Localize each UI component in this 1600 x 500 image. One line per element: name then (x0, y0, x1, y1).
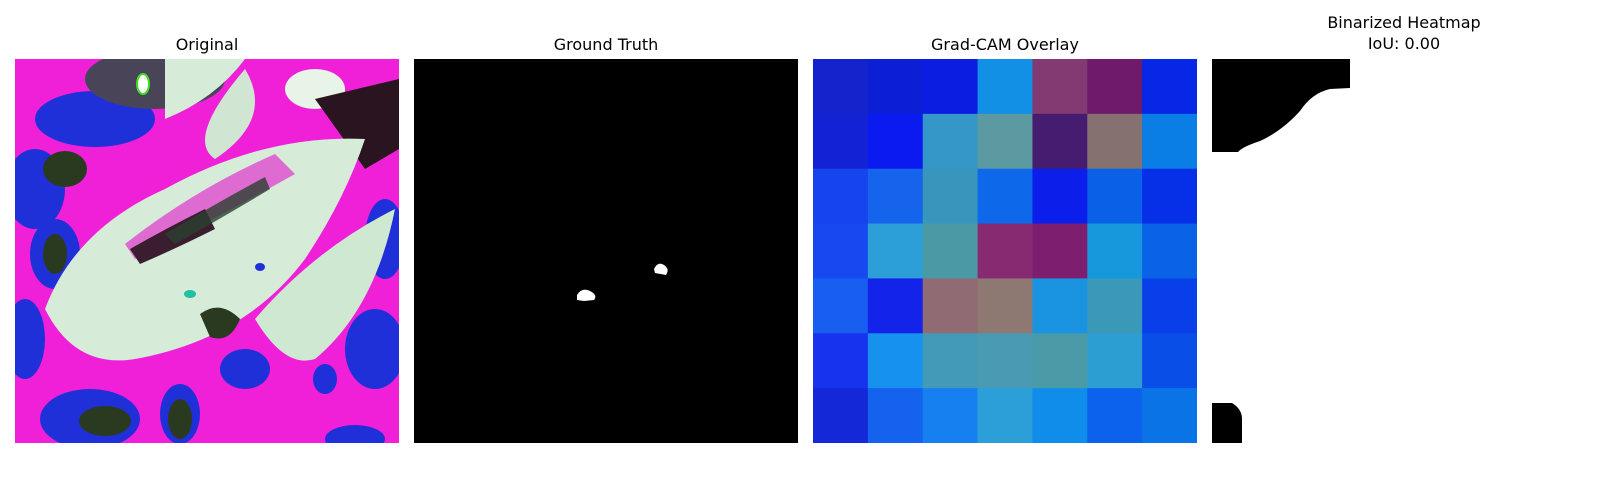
gradcam-title: Grad-CAM Overlay (931, 35, 1079, 54)
gradcam-cell-r4-c4 (1032, 278, 1088, 334)
mask-region-2 (577, 289, 596, 301)
mask-region-1 (654, 263, 668, 275)
gradcam-cell-r5-c5 (1087, 333, 1143, 389)
gradcam-cell-r2-c3 (977, 168, 1033, 225)
ground-truth-title: Ground Truth (553, 35, 659, 54)
gradcam-cell-r5-c4 (1032, 333, 1088, 389)
gradcam-cell-r1-c4 (1032, 113, 1088, 170)
gradcam-cell-r3-c6 (1142, 223, 1197, 279)
gradcam-cell-r4-c3 (977, 278, 1033, 334)
gradcam-cell-r6-c5 (1087, 388, 1143, 443)
gradcam-cell-r6-c1 (867, 388, 924, 443)
gradcam-cell-r6-c3 (977, 388, 1033, 443)
gradcam-cell-r1-c1 (867, 113, 924, 170)
gradcam-cell-r3-c1 (867, 223, 924, 279)
iou-label: IoU: 0.00 (1367, 34, 1441, 53)
gradcam-cell-r6-c0 (813, 388, 869, 443)
gradcam-cell-r3-c2 (922, 223, 979, 279)
gradcam-cell-r3-c3 (977, 223, 1033, 279)
gradcam-cell-r0-c1 (867, 59, 924, 115)
gradcam-cell-r5-c3 (977, 333, 1033, 389)
gradcam-cell-r4-c6 (1142, 278, 1197, 334)
gradcam-cell-r4-c5 (1087, 278, 1143, 334)
gradcam-cell-r4-c0 (813, 278, 869, 334)
gradcam-cell-r3-c5 (1087, 223, 1143, 279)
gradcam-cell-r2-c5 (1087, 168, 1143, 225)
gradcam-cell-r0-c4 (1032, 59, 1088, 115)
gradcam-cell-r5-c2 (922, 333, 979, 389)
gradcam-cell-r1-c0 (813, 113, 869, 170)
binarized-title-line1: Binarized Heatmap (1327, 13, 1481, 32)
gradcam-cell-r6-c6 (1142, 388, 1197, 443)
gradcam-cell-r2-c1 (867, 168, 924, 225)
gradcam-cell-r2-c2 (922, 168, 979, 225)
gradcam-cell-r6-c2 (922, 388, 979, 443)
gradcam-cell-r3-c0 (813, 223, 869, 279)
gradcam-cell-r2-c4 (1032, 168, 1088, 225)
gradcam-cell-r1-c6 (1142, 113, 1197, 170)
heatmap-region-top (1212, 59, 1350, 152)
gradcam-cell-r6-c4 (1032, 388, 1088, 443)
gradcam-cell-r1-c3 (977, 113, 1033, 170)
gradcam-cell-r1-c5 (1087, 113, 1143, 170)
gradcam-cell-r0-c3 (977, 59, 1033, 115)
gradcam-cell-r0-c5 (1087, 59, 1143, 115)
gradcam-cell-r1-c2 (922, 113, 979, 170)
gradcam-cell-r5-c0 (813, 333, 869, 389)
heatmap-region-bottom (1212, 403, 1242, 443)
binarized-title: Binarized Heatmap IoU: 0.00 (1212, 12, 1596, 54)
original-title: Original (175, 35, 239, 54)
gradcam-cell-r2-c0 (813, 168, 869, 225)
binarized-heatmap (1212, 59, 1596, 443)
gradcam-overlay (813, 59, 1197, 443)
gradcam-cell-r4-c2 (922, 278, 979, 334)
gradcam-cell-r0-c0 (813, 59, 869, 115)
gradcam-cell-r0-c6 (1142, 59, 1197, 115)
gradcam-cell-r2-c6 (1142, 168, 1197, 225)
gradcam-cell-r5-c1 (867, 333, 924, 389)
gradcam-cell-r0-c2 (922, 59, 979, 115)
ground-truth-mask (414, 59, 798, 443)
gradcam-cell-r3-c4 (1032, 223, 1088, 279)
gradcam-cell-r5-c6 (1142, 333, 1197, 389)
original-image (15, 59, 399, 443)
gradcam-cell-r4-c1 (867, 278, 924, 334)
